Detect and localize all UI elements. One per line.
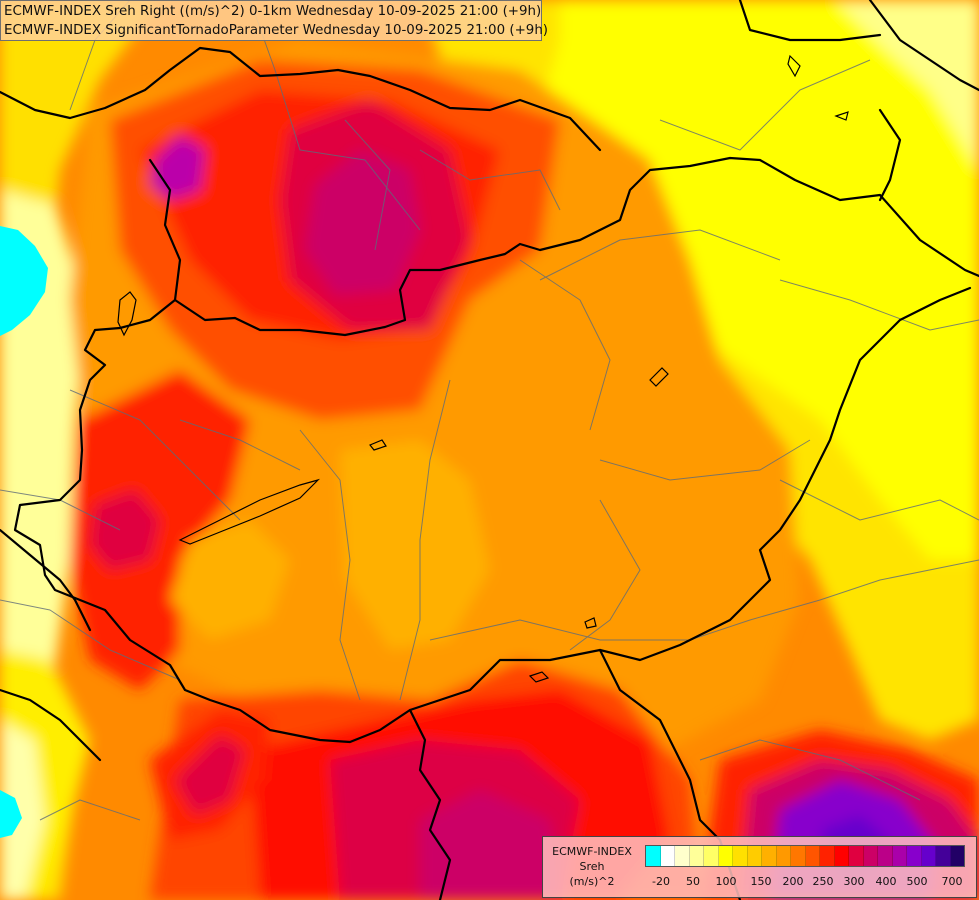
legend-title-field: Sreh <box>579 860 605 873</box>
title-line-sreh: ECMWF-INDEX Sreh Right ((m/s)^2) 0-1km W… <box>4 4 542 19</box>
magenta-streak-southwest <box>175 735 245 815</box>
title-line-stp: ECMWF-INDEX SignificantTornadoParameter … <box>4 23 549 38</box>
legend-title-model: ECMWF-INDEX <box>552 845 632 858</box>
lake-small-east <box>649 367 669 387</box>
legend-swatch <box>704 846 719 866</box>
cyan-patch-west <box>0 226 48 336</box>
legend-tick-label: 150 <box>750 875 772 888</box>
legend-title-unit: (m/s)^2 <box>569 875 615 888</box>
lake-small-north <box>117 291 137 337</box>
legend-tick-label: 100 <box>715 875 737 888</box>
legend-tick-label: 50 <box>686 875 700 888</box>
legend-swatch <box>718 846 733 866</box>
magenta-core-west <box>90 490 160 570</box>
red-band-west <box>70 370 250 690</box>
legend-swatch <box>834 846 849 866</box>
legend-swatch <box>791 846 806 866</box>
legend-swatch <box>805 846 820 866</box>
purple-spot-northwest <box>150 135 205 200</box>
cyan-patch-southwest <box>0 790 22 838</box>
legend-tick-label: 400 <box>875 875 897 888</box>
lake-small-southeast <box>528 671 550 683</box>
legend-tick-label: 200 <box>782 875 804 888</box>
legend-swatch <box>820 846 835 866</box>
bright-yellow-region-northeast <box>540 0 979 560</box>
legend-swatch <box>762 846 777 866</box>
legend-tick-label: 300 <box>843 875 865 888</box>
legend-swatch <box>907 846 922 866</box>
legend-swatch <box>733 846 748 866</box>
color-legend: ECMWF-INDEX Sreh (m/s)^2 -20 50 100 150 200 2… <box>542 836 977 898</box>
legend-swatch <box>849 846 864 866</box>
lake-small-south <box>584 617 597 629</box>
orange-light-region-center <box>340 440 490 650</box>
legend-swatch <box>892 846 907 866</box>
magenta-core-south <box>420 790 560 900</box>
legend-title: ECMWF-INDEX Sreh (m/s)^2 <box>545 844 639 889</box>
legend-swatch <box>747 846 762 866</box>
legend-tick-label: 250 <box>812 875 834 888</box>
legend-swatch <box>878 846 893 866</box>
legend-swatch <box>863 846 878 866</box>
pale-yellow-region-northeast <box>835 0 979 170</box>
legend-swatch <box>921 846 936 866</box>
legend-swatch <box>950 846 964 866</box>
legend-tick-label: 500 <box>906 875 928 888</box>
legend-swatch <box>646 846 661 866</box>
lake-small-center <box>369 439 387 451</box>
legend-tick-label: 700 <box>941 875 963 888</box>
legend-color-scale <box>645 845 965 867</box>
lake-small-northeast-2 <box>834 111 849 121</box>
map-title-block: ECMWF-INDEX Sreh Right ((m/s)^2) 0-1km W… <box>0 0 549 41</box>
magenta-core-north <box>305 150 420 295</box>
legend-swatch <box>689 846 704 866</box>
legend-swatch <box>776 846 791 866</box>
lake-small-northeast <box>787 54 801 78</box>
lakes <box>117 54 849 683</box>
legend-swatch <box>936 846 951 866</box>
orange-light-region-southwest <box>170 520 290 640</box>
legend-swatch <box>675 846 690 866</box>
lake-balaton <box>178 478 321 545</box>
pale-region-southwest <box>0 720 45 900</box>
legend-tick-label: -20 <box>652 875 670 888</box>
legend-swatch <box>660 846 675 866</box>
